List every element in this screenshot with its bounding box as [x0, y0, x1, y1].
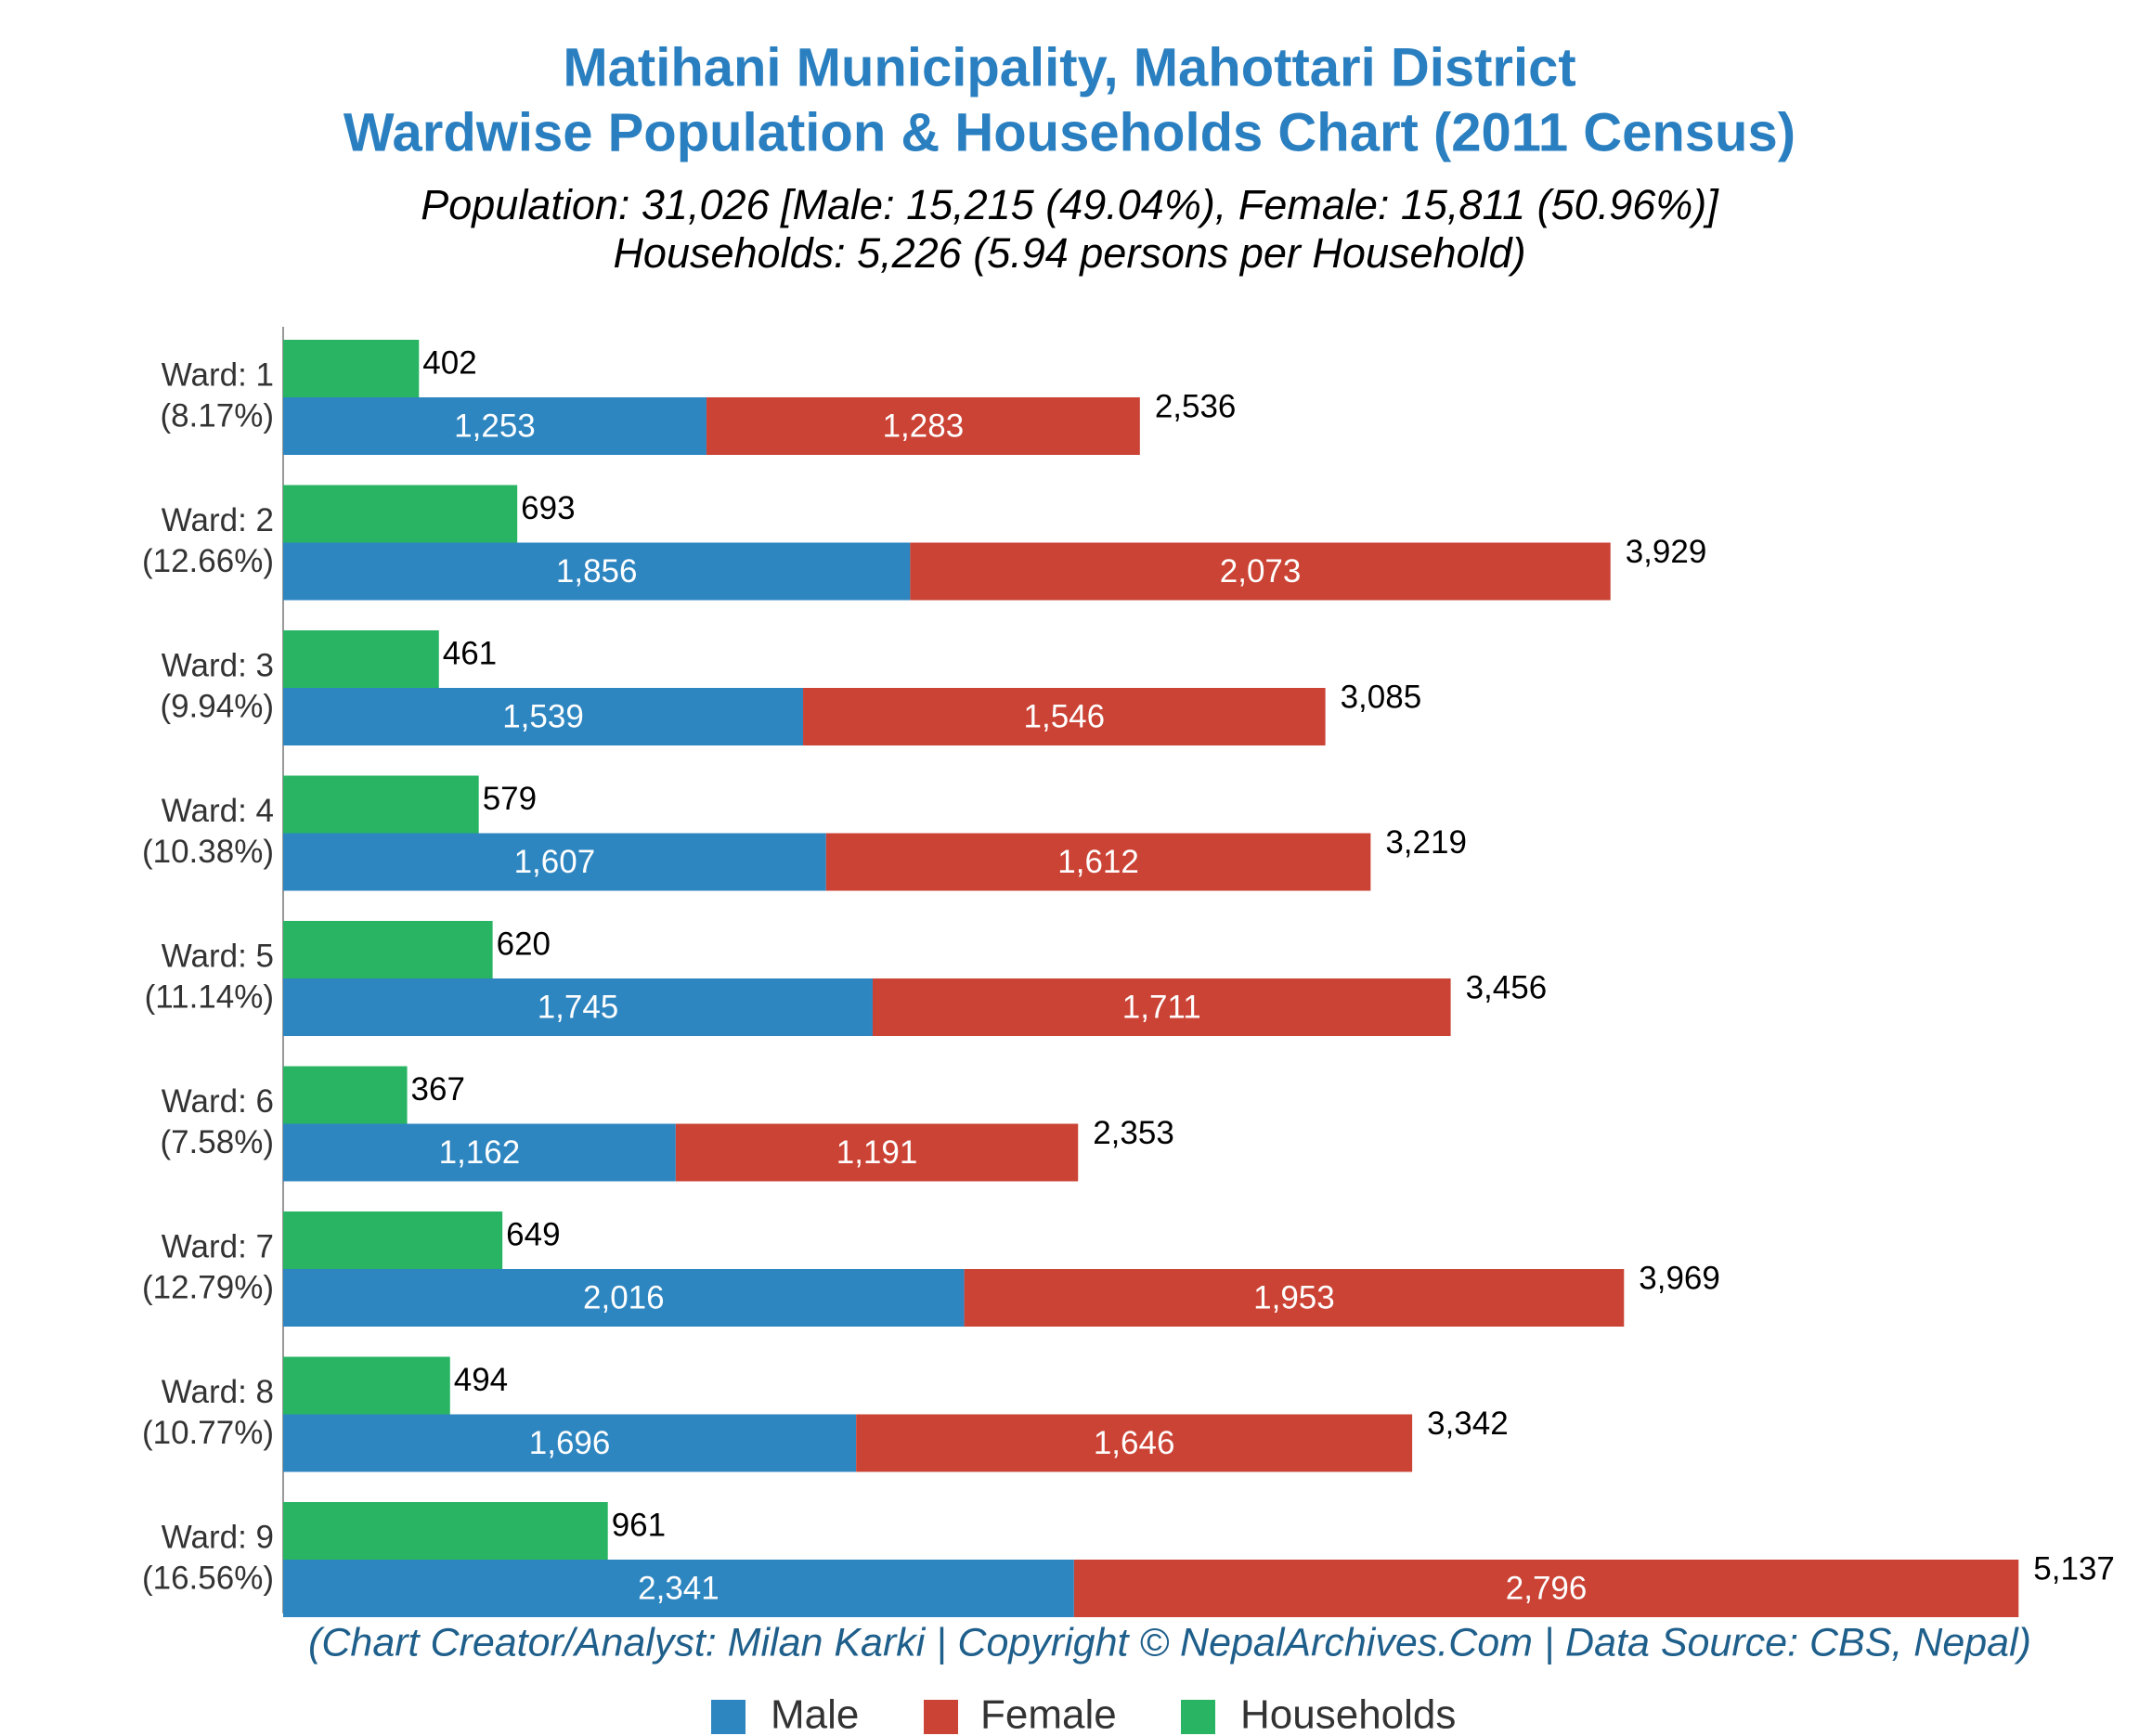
bar: [283, 1211, 503, 1269]
total-label: 3,085: [1341, 679, 1422, 715]
data-label: 402: [422, 344, 476, 381]
bar: [856, 1414, 1413, 1472]
y-tick-label: (11.14%): [145, 978, 274, 1015]
bar: [283, 921, 493, 978]
bar: [283, 630, 439, 688]
bar: [1073, 1560, 2019, 1617]
credit: (Chart Creator/Analyst: Milan Karki | Co…: [308, 1620, 2031, 1665]
data-label: 579: [483, 781, 537, 817]
data-label: 961: [612, 1507, 666, 1543]
y-tick-label: (12.66%): [142, 543, 274, 579]
y-tick-label: (7.58%): [160, 1124, 274, 1160]
total-label: 5,137: [2033, 1550, 2115, 1587]
data-label: 1,646: [1094, 1425, 1175, 1461]
chart-subtitle: Households: 5,226 (5.94 persons per Hous…: [613, 229, 1525, 277]
bar: [675, 1123, 1079, 1182]
y-tick-label: Ward: 8: [162, 1374, 274, 1410]
bar: [283, 775, 479, 834]
data-label: 2,341: [638, 1570, 719, 1606]
y-tick-label: (9.94%): [160, 688, 274, 724]
y-tick-label: Ward: 4: [162, 793, 274, 829]
total-label: 3,969: [1639, 1260, 1720, 1296]
data-label: 367: [411, 1071, 465, 1108]
total-label: 3,456: [1466, 969, 1548, 1005]
y-tick-label: (8.17%): [160, 397, 274, 434]
bar: [803, 688, 1326, 745]
y-tick-label: Ward: 2: [162, 502, 274, 538]
data-label: 2,796: [1506, 1570, 1588, 1606]
data-label: 1,253: [454, 408, 536, 444]
data-label: 1,283: [883, 408, 965, 444]
y-tick-label: Ward: 7: [162, 1228, 274, 1264]
data-label: 1,539: [502, 698, 584, 734]
bar: [283, 1066, 408, 1124]
data-label: 649: [506, 1216, 560, 1252]
chart-title: Matihani Municipality, Mahottari Distric…: [563, 37, 1575, 97]
bar: [283, 1414, 857, 1472]
legend-label: Households: [1240, 1692, 1456, 1736]
total-label: 3,219: [1385, 824, 1467, 861]
data-label: 1,546: [1024, 698, 1106, 734]
y-tick-label: (16.56%): [142, 1560, 274, 1596]
data-label: 2,016: [583, 1279, 665, 1315]
chart-title: Wardwise Population & Households Chart (…: [344, 102, 1795, 162]
total-label: 3,342: [1427, 1406, 1509, 1442]
bar: [964, 1269, 1625, 1327]
y-tick-label: (10.38%): [142, 834, 274, 870]
total-label: 2,536: [1155, 388, 1237, 424]
data-label: 1,607: [514, 844, 596, 880]
data-label: 1,711: [1122, 989, 1201, 1025]
data-label: 1,953: [1253, 1279, 1335, 1315]
bar: [283, 485, 518, 543]
data-label: 620: [497, 926, 551, 962]
data-label: 693: [521, 490, 575, 526]
legend-swatch: [711, 1700, 745, 1734]
data-label: 1,612: [1057, 844, 1139, 880]
total-label: 2,353: [1093, 1115, 1174, 1151]
data-label: 1,856: [556, 553, 638, 589]
bar: [283, 1502, 608, 1560]
data-label: 1,745: [538, 989, 619, 1025]
bar: [283, 1356, 450, 1415]
legend-label: Male: [771, 1692, 859, 1736]
total-label: 3,929: [1626, 534, 1707, 570]
data-label: 1,696: [529, 1425, 611, 1461]
chart-subtitle: Population: 31,026 [Male: 15,215 (49.04%…: [421, 181, 1719, 228]
bar: [283, 978, 873, 1036]
legend-label: Female: [980, 1692, 1117, 1736]
data-label: 2,073: [1220, 553, 1302, 589]
bar: [872, 978, 1451, 1036]
data-label: 494: [454, 1362, 508, 1398]
data-label: 461: [443, 635, 497, 671]
legend-swatch: [1181, 1700, 1215, 1734]
y-tick-label: (12.79%): [142, 1269, 274, 1305]
legend-swatch: [924, 1700, 958, 1734]
y-tick-label: Ward: 9: [162, 1519, 274, 1555]
data-label: 1,162: [439, 1134, 521, 1171]
bar: [706, 397, 1140, 455]
bar: [283, 1269, 965, 1327]
bar: [825, 833, 1371, 891]
bar: [910, 542, 1611, 601]
bar: [283, 688, 804, 745]
y-tick-label: Ward: 1: [162, 356, 274, 393]
bar: [283, 1560, 1074, 1617]
bar: [283, 397, 707, 455]
bar: [283, 833, 826, 891]
bar: [283, 542, 911, 601]
y-tick-label: Ward: 3: [162, 647, 274, 683]
bar: [283, 340, 420, 397]
y-tick-label: (10.77%): [142, 1415, 274, 1451]
y-tick-label: Ward: 5: [162, 938, 274, 974]
data-label: 1,191: [836, 1134, 918, 1171]
bar: [283, 1123, 676, 1182]
y-tick-label: Ward: 6: [162, 1083, 274, 1120]
